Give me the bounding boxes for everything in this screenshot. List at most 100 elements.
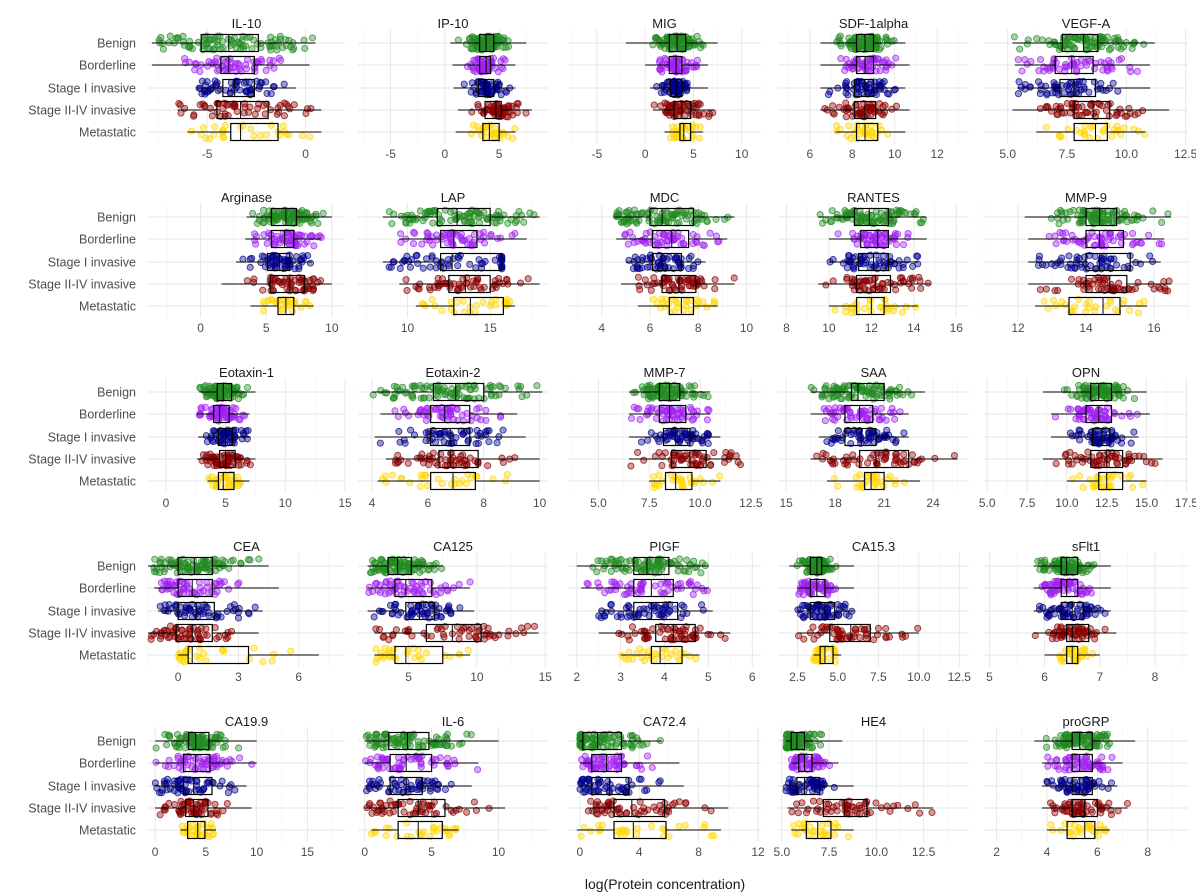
data-point bbox=[291, 297, 299, 305]
data-point bbox=[1033, 35, 1041, 43]
data-point bbox=[655, 471, 663, 479]
data-point bbox=[890, 307, 898, 315]
data-point bbox=[888, 105, 896, 113]
data-point bbox=[475, 219, 483, 227]
data-point bbox=[303, 105, 311, 113]
data-point bbox=[617, 218, 625, 226]
data-point bbox=[1098, 36, 1106, 44]
data-point bbox=[262, 78, 270, 86]
data-point bbox=[841, 308, 850, 316]
data-point bbox=[202, 432, 210, 440]
data-point bbox=[653, 83, 661, 91]
data-point bbox=[266, 218, 274, 226]
data-point bbox=[279, 44, 287, 52]
data-point bbox=[460, 80, 468, 88]
data-point bbox=[266, 42, 274, 50]
data-point bbox=[484, 462, 492, 470]
data-point bbox=[1055, 132, 1063, 140]
x-tick-label: 0 bbox=[175, 670, 182, 684]
data-point bbox=[842, 62, 850, 70]
data-point bbox=[231, 102, 239, 110]
x-tick-label: 4 bbox=[598, 321, 605, 335]
data-point bbox=[624, 240, 632, 248]
data-point bbox=[1088, 217, 1096, 225]
data-point bbox=[891, 230, 899, 238]
data-point bbox=[248, 45, 256, 53]
data-point bbox=[497, 383, 505, 391]
data-point bbox=[869, 217, 877, 225]
data-point bbox=[485, 101, 493, 109]
data-point bbox=[836, 404, 844, 412]
panel-vegf-a: VEGF-A5.0 7.5 10.0 12.5 bbox=[984, 16, 1196, 161]
data-point bbox=[625, 206, 633, 215]
data-point bbox=[166, 32, 174, 40]
data-point bbox=[640, 456, 648, 464]
data-point bbox=[403, 286, 411, 295]
data-point bbox=[234, 59, 242, 67]
x-tick-label: 7.5 bbox=[1059, 147, 1076, 161]
data-point bbox=[414, 259, 422, 268]
data-point bbox=[511, 125, 519, 133]
data-point bbox=[246, 103, 254, 111]
data-point bbox=[1125, 473, 1133, 481]
data-point bbox=[263, 131, 271, 139]
data-point bbox=[1108, 472, 1117, 480]
data-point bbox=[895, 209, 903, 217]
data-point bbox=[198, 558, 206, 566]
data-point bbox=[636, 286, 644, 294]
data-point bbox=[708, 478, 716, 486]
data-point bbox=[513, 109, 521, 117]
data-point bbox=[227, 79, 235, 87]
y-group-label: Borderline bbox=[79, 408, 136, 422]
data-point bbox=[454, 262, 462, 270]
data-point bbox=[211, 58, 219, 66]
data-point bbox=[1139, 481, 1147, 489]
data-point bbox=[423, 404, 431, 412]
data-point bbox=[428, 296, 436, 304]
data-point bbox=[637, 438, 646, 446]
data-point bbox=[473, 405, 481, 413]
data-point bbox=[284, 102, 292, 111]
data-point bbox=[172, 34, 180, 42]
x-tick-label: -5 bbox=[385, 147, 396, 161]
data-point bbox=[647, 286, 655, 294]
data-point bbox=[635, 405, 643, 413]
data-point bbox=[643, 411, 651, 419]
data-point bbox=[1075, 411, 1083, 420]
panel-title: MMP-7 bbox=[644, 365, 686, 380]
data-point bbox=[1040, 67, 1048, 75]
data-point bbox=[671, 393, 679, 401]
data-point bbox=[429, 207, 437, 215]
data-point bbox=[210, 462, 218, 470]
data-point bbox=[395, 427, 403, 435]
box-iqr bbox=[230, 122, 279, 142]
data-point bbox=[469, 121, 478, 129]
data-point bbox=[664, 237, 672, 245]
x-tick-label: 16 bbox=[950, 321, 964, 335]
data-point bbox=[202, 382, 210, 390]
data-point bbox=[1047, 107, 1056, 115]
data-point bbox=[455, 254, 463, 262]
data-point bbox=[834, 482, 842, 490]
data-point bbox=[821, 417, 829, 425]
data-point bbox=[648, 404, 656, 412]
data-point bbox=[685, 254, 693, 262]
data-point bbox=[423, 255, 431, 263]
data-point bbox=[864, 459, 872, 467]
data-point bbox=[279, 278, 287, 286]
data-point bbox=[839, 259, 847, 267]
data-point bbox=[873, 240, 881, 248]
data-point bbox=[448, 439, 456, 447]
x-tick-label: 6 bbox=[647, 321, 654, 335]
x-tick-label: 0 bbox=[163, 496, 170, 510]
data-point bbox=[1131, 452, 1139, 460]
x-tick-label: 8 bbox=[849, 147, 856, 161]
data-point bbox=[669, 213, 677, 221]
data-point bbox=[186, 43, 194, 51]
data-point bbox=[890, 281, 899, 289]
data-point bbox=[407, 426, 415, 434]
data-point bbox=[1036, 90, 1044, 98]
data-point bbox=[870, 133, 878, 141]
